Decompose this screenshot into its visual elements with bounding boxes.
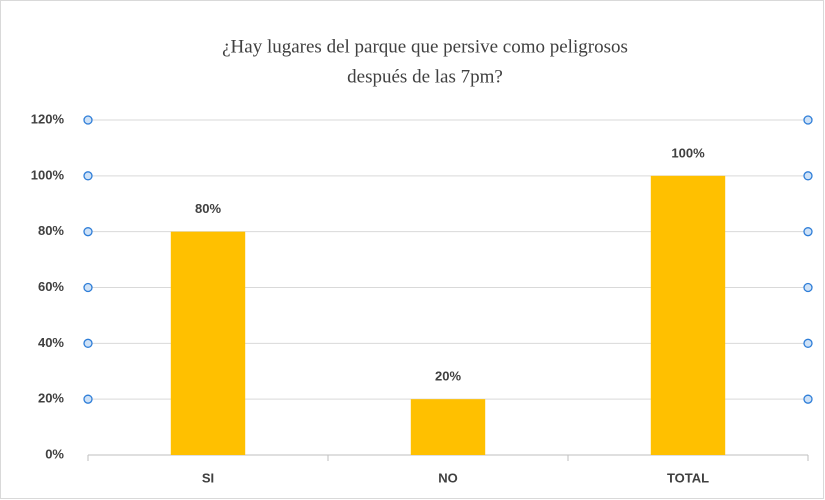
selection-handle (803, 227, 813, 237)
y-tick-label: 20% (38, 391, 64, 406)
selection-handle (83, 282, 93, 293)
chart-title: ¿Hay lugares del parque que persive como… (222, 36, 628, 57)
data-label: 80% (195, 201, 221, 216)
data-label: 100% (671, 145, 705, 160)
bar (650, 175, 726, 456)
selection-handle (803, 394, 813, 404)
bar (170, 231, 246, 455)
selection-handle (83, 115, 93, 125)
selection-handle (83, 227, 93, 237)
y-tick-label: 40% (38, 335, 64, 350)
data-label: 20% (435, 369, 461, 384)
y-tick-label: 60% (38, 279, 64, 294)
x-tick-label: TOTAL (667, 470, 709, 485)
selection-handle (83, 394, 93, 404)
selection-handle (803, 115, 813, 125)
chart-title: después de las 7pm? (347, 66, 503, 87)
x-tick-label: SI (202, 470, 214, 485)
y-tick-label: 120% (31, 111, 65, 126)
selection-handle (803, 282, 813, 293)
selection-handle (803, 338, 813, 348)
y-tick-label: 0% (45, 446, 64, 461)
selection-handle (803, 171, 813, 181)
selection-handle (83, 171, 93, 181)
y-tick-label: 80% (38, 223, 64, 238)
x-tick-label: NO (438, 470, 458, 485)
bar (410, 399, 486, 455)
y-tick-label: 100% (31, 167, 65, 182)
selection-handle (83, 338, 93, 348)
